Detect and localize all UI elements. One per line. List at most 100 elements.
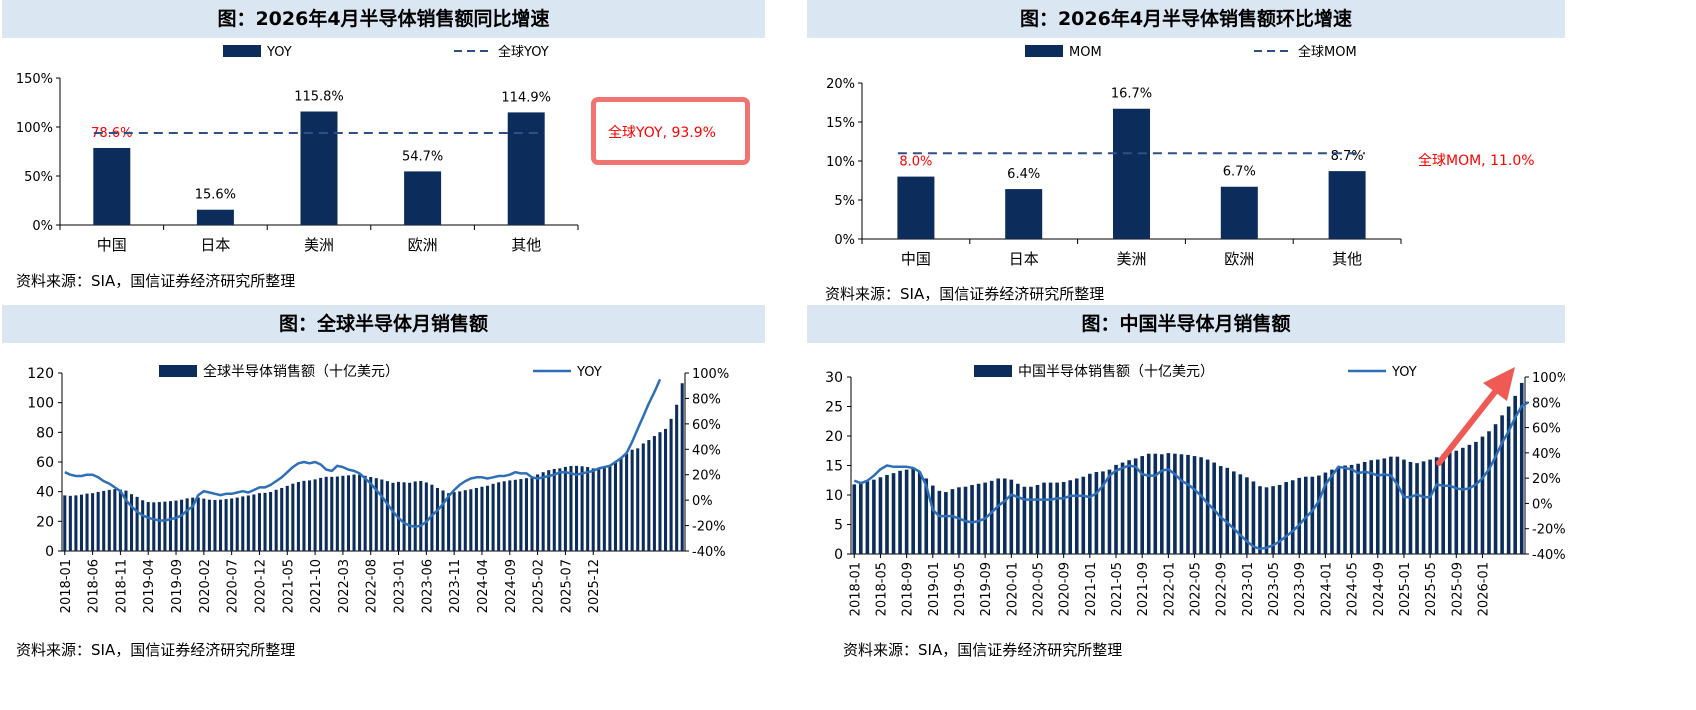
month-bar [302, 480, 306, 551]
y-tick-label: 15% [826, 116, 855, 131]
x-tick-label: 2020-01 [1005, 562, 1020, 616]
month-bar [1415, 463, 1419, 554]
month-bar [202, 498, 206, 551]
x-tick-label: 2018-05 [874, 562, 889, 616]
month-bar [246, 495, 250, 551]
month-bar [296, 482, 300, 551]
y-tick-label-right: -40% [692, 545, 726, 560]
month-bar [1284, 482, 1288, 554]
month-bar [1094, 471, 1099, 554]
panel-title: 图：中国半导体月销售额 [807, 305, 1565, 343]
month-bar [937, 490, 942, 554]
month-bar [1218, 466, 1223, 554]
y-tick-label-left: 40 [36, 485, 54, 501]
month-bar [591, 468, 595, 551]
x-tick-label: 2018-01 [59, 559, 74, 613]
category-label: 美洲 [304, 236, 334, 254]
month-bar [891, 473, 896, 554]
panel-title: 图：2026年4月半导体销售额环比增速 [807, 0, 1565, 38]
month-bar [502, 481, 506, 551]
month-bar [91, 493, 95, 551]
y-tick-label: 100% [16, 121, 53, 136]
month-bar [252, 494, 256, 551]
month-bar [652, 436, 656, 551]
bar-4 [1220, 186, 1258, 239]
month-bar [1042, 482, 1046, 554]
china-sales-chart: 中国半导体销售额（十亿美元） YOY 0 5 10 15 20 25 30 -40% -20% 0% 2… [825, 364, 1565, 616]
x-tick-label: 2025-09 [1450, 562, 1465, 616]
bar-1 [897, 176, 935, 239]
month-bar [636, 448, 640, 551]
month-bar [536, 474, 540, 551]
category-label: 欧洲 [408, 236, 438, 254]
month-bar [213, 499, 217, 551]
month-bar [859, 483, 863, 554]
month-bar [385, 481, 389, 551]
month-bar [1245, 477, 1249, 554]
month-bar [435, 487, 439, 551]
month-bar [1271, 486, 1275, 554]
y-tick-label-right: -20% [692, 520, 726, 535]
month-bar [458, 491, 462, 551]
month-bar [308, 480, 312, 551]
month-bar [1447, 452, 1452, 554]
month-bar [491, 483, 495, 551]
month-bar [989, 480, 994, 554]
month-bar [285, 485, 289, 551]
x-tick-label: 2022-03 [337, 559, 352, 613]
category-label: 中国 [97, 236, 127, 254]
month-bar [630, 449, 634, 551]
month-bar [230, 498, 234, 551]
month-bar [1107, 469, 1112, 554]
x-tick-label: 2019-01 [927, 562, 942, 616]
china-sales-panel: 图：中国半导体月销售额 中国半导体销售额（十亿美元） YOY 0 5 10 15 20 25 3… [807, 305, 1565, 710]
month-bar [319, 477, 323, 551]
month-bar [185, 498, 189, 551]
month-bar [1048, 482, 1053, 554]
month-bar [224, 499, 228, 551]
month-bar [558, 468, 562, 551]
x-tick-label: 2021-05 [1110, 562, 1125, 616]
month-bar [872, 479, 876, 554]
x-tick-label: 2020-07 [226, 559, 241, 613]
month-bar [625, 453, 629, 551]
x-tick-label: 2019-09 [979, 562, 994, 616]
y-tick-label-right: 60% [692, 418, 721, 433]
month-bar [452, 492, 456, 551]
month-bar [1428, 459, 1432, 554]
legend-bar-label: MOM [1069, 45, 1102, 60]
month-bar [1140, 456, 1144, 554]
month-bar [898, 470, 902, 554]
month-bar [408, 482, 412, 551]
x-tick-label: 2024-01 [1319, 562, 1334, 616]
y-tick-label-right: 80% [1532, 396, 1561, 411]
month-bar [135, 496, 139, 551]
month-bar [1146, 453, 1151, 554]
legend-bar-label: 全球半导体销售额（十亿美元） [203, 363, 399, 380]
y-tick-label-left: 20 [36, 514, 54, 530]
y-tick-label-right: 60% [1532, 422, 1561, 437]
legend-bar-swatch [1025, 45, 1063, 57]
month-bar [924, 478, 929, 554]
data-label: 115.8% [294, 90, 344, 105]
month-bar [241, 496, 245, 551]
yoy-line [64, 378, 662, 529]
month-bar [1133, 458, 1138, 554]
x-tick-label: 2019-04 [142, 559, 157, 613]
month-bar [513, 479, 517, 551]
month-bar [1186, 454, 1190, 554]
y-tick-label-right: 80% [692, 392, 721, 407]
month-bar [970, 484, 974, 554]
y-tick-label-right: -20% [1532, 523, 1565, 538]
month-bar [1055, 482, 1059, 554]
data-label: 8.0% [899, 155, 932, 170]
month-bar [658, 432, 662, 551]
month-bar [1068, 480, 1073, 554]
month-bar [263, 492, 267, 551]
source-note: 资料来源：SIA，国信证券经济研究所整理 [16, 272, 296, 290]
y-tick-label-left: 100 [27, 396, 54, 412]
month-bar [1317, 475, 1321, 554]
month-bar [1088, 473, 1092, 554]
month-bar [486, 485, 490, 551]
data-label: 114.9% [501, 90, 551, 105]
